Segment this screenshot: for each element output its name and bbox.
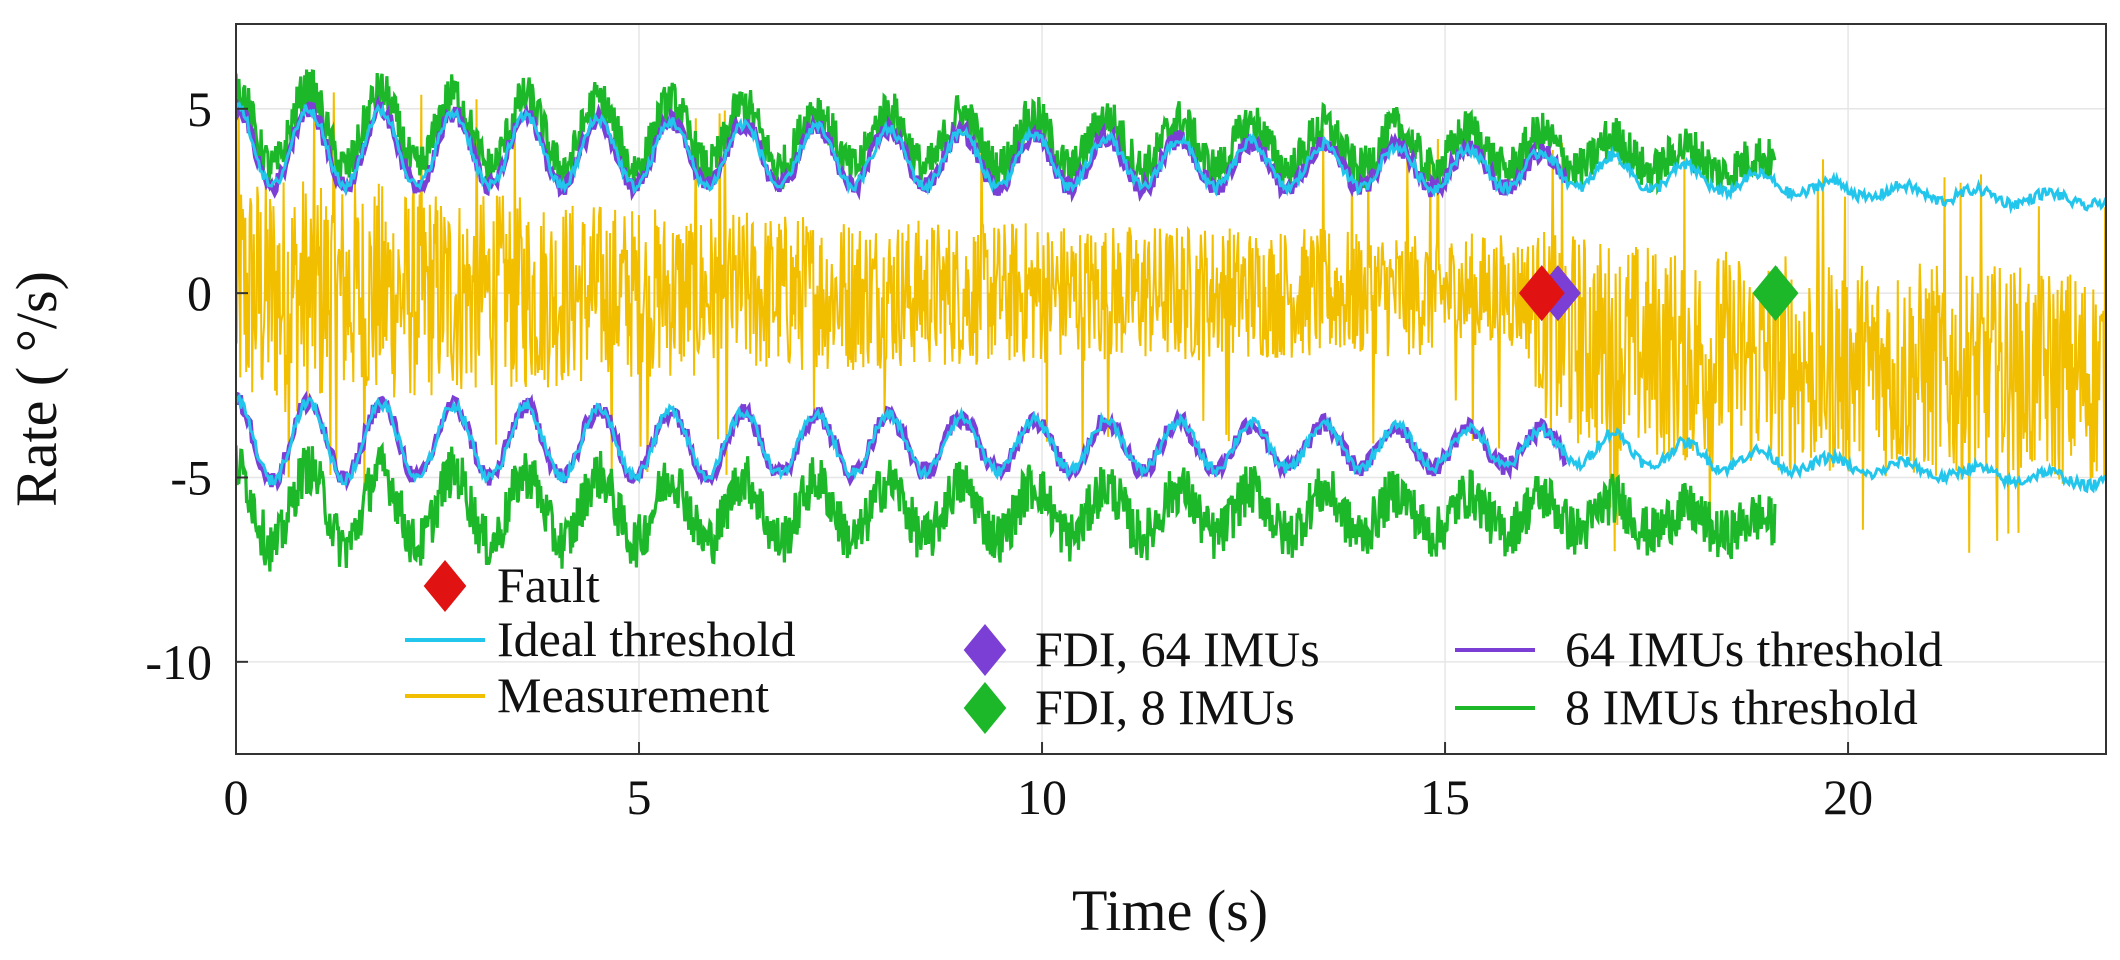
axes-box: [235, 23, 2107, 755]
legend-label-8-imus-threshold: 8 IMUs threshold: [1565, 679, 1918, 735]
x-tick-label-5: 5: [627, 769, 652, 825]
markers: [1518, 265, 1799, 322]
y-tick-label-0: 0: [187, 265, 212, 321]
legend-symbol-fdi-8-imus: [963, 682, 1007, 734]
marker-fdi-8-imus: [1752, 265, 1799, 322]
y-tick-label--10: -10: [145, 634, 212, 690]
legend-label-64-imus-threshold: 64 IMUs threshold: [1565, 621, 1943, 677]
marker-fault: [1518, 265, 1565, 322]
x-axis-ticks: 0 5 10 15 20: [224, 742, 1873, 825]
x-tick-label-15: 15: [1420, 769, 1470, 825]
legend-symbol-fdi-64-imus: [963, 624, 1007, 676]
ideal-threshold-lower: [236, 392, 2106, 494]
y-axis-ticks: 5 0 -5 -10: [145, 81, 248, 690]
series-layer: [236, 69, 2106, 572]
measurement-series: [236, 78, 2106, 553]
y-axis-label: Rate ( °/s): [4, 271, 69, 507]
legend-label-fdi-64-imus: FDI, 64 IMUs: [1035, 621, 1320, 677]
8-imus-threshold-upper: [236, 69, 1777, 196]
x-tick-label-0: 0: [224, 769, 249, 825]
x-tick-label-20: 20: [1823, 769, 1873, 825]
legend-label-fdi-8-imus: FDI, 8 IMUs: [1035, 679, 1295, 735]
y-tick-label-5: 5: [187, 81, 212, 137]
legend-label-fault: Fault: [497, 557, 600, 613]
x-tick-label-10: 10: [1017, 769, 1067, 825]
ideal-threshold-upper: [236, 101, 2106, 215]
legend-label-ideal-threshold: Ideal threshold: [497, 611, 796, 667]
x-axis-label: Time (s): [1072, 878, 1268, 943]
legend-label-measurement: Measurement: [497, 667, 769, 723]
legend-symbol-fault: [423, 560, 467, 612]
8-imus-threshold-lower: [236, 441, 1777, 572]
y-tick-label--5: -5: [170, 449, 212, 505]
